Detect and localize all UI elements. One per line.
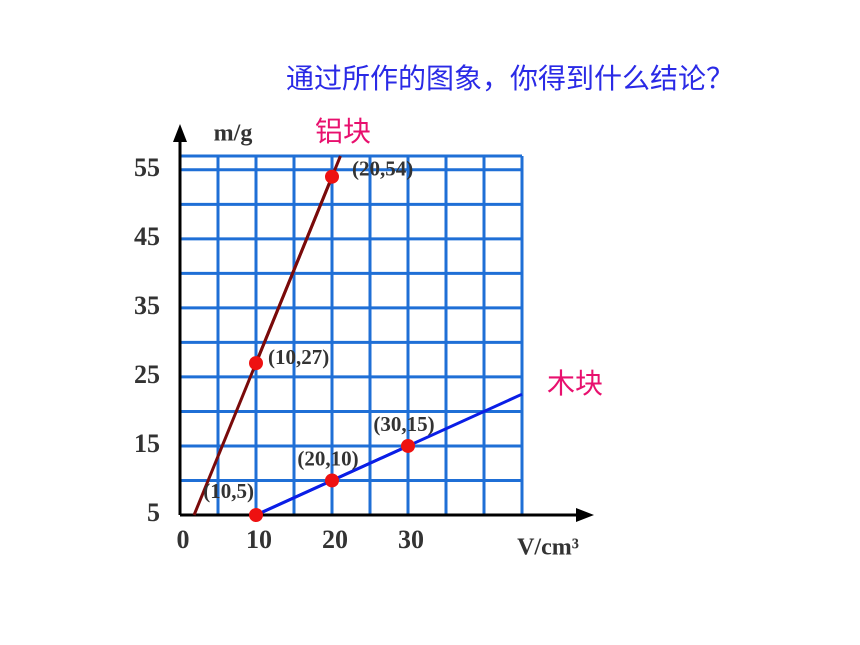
y-tick-label: 5 [147,498,160,527]
data-label: (20,10) [297,446,358,470]
y-tick-label: 55 [134,153,160,182]
x-tick-label: 0 [177,525,190,554]
point [325,473,339,488]
chart-title: 通过所作的图象，你得到什么结论？ [286,62,734,95]
y-tick-label: 25 [134,360,160,389]
point [401,438,415,453]
series-line [254,176,334,364]
x-axis-label: V/cm³ [517,535,579,561]
y-tick-label: 35 [134,291,160,320]
point [249,508,263,522]
point [325,169,339,184]
y-tick-label: 45 [134,222,160,251]
point [249,356,263,371]
x-tick-label: 10 [246,525,272,554]
data-label: (20,54) [352,157,413,181]
y-tick-label: 15 [134,429,160,458]
y-axis-label: m/g [214,121,253,147]
data-label: (10,27) [268,345,329,369]
series-name: 木块 [547,367,603,400]
data-label: (30,15) [373,412,434,436]
x-tick-label: 20 [322,525,348,554]
series-name: 铝块 [315,115,371,148]
x-axis-arrow [576,508,594,522]
x-tick-label: 30 [398,525,424,554]
data-label: (10,5) [203,479,254,503]
y-axis-arrow [173,124,187,142]
